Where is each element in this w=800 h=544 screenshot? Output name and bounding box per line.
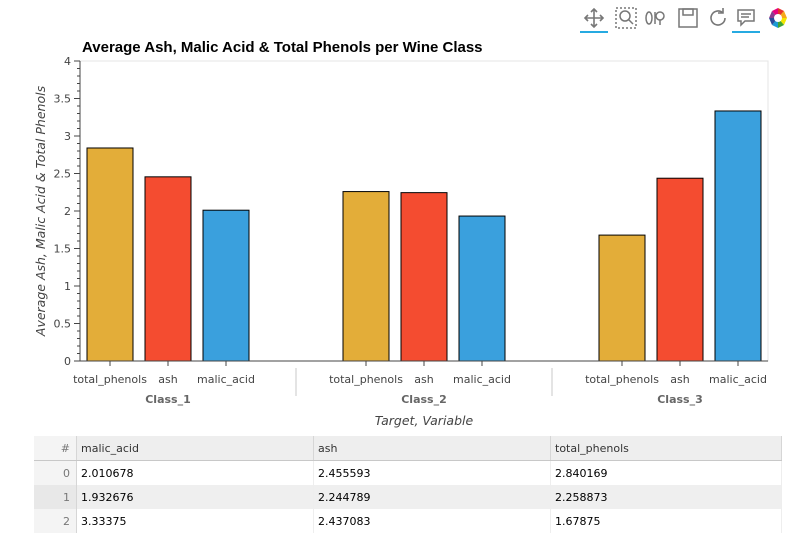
x-tick-label: ash xyxy=(670,373,689,386)
data-table: # malic_acid ash total_phenols 0 2.010678 2.4… xyxy=(34,436,782,533)
bar-total_phenols-Class_3[interactable] xyxy=(598,234,646,362)
bar-malic_acid-Class_2[interactable] xyxy=(458,215,506,362)
x-tick-label: total_phenols xyxy=(585,373,659,386)
table-row[interactable]: 1 1.932676 2.244789 2.258873 xyxy=(34,485,782,509)
row-index: 1 xyxy=(34,485,77,509)
y-tick-label: 1.5 xyxy=(54,243,72,256)
bokeh-logo-icon[interactable] xyxy=(766,6,790,30)
bar-total_phenols-Class_2[interactable] xyxy=(342,191,390,362)
wheel-zoom-icon[interactable] xyxy=(644,6,668,30)
chart-toolbar xyxy=(578,4,794,33)
x-tick-label: total_phenols xyxy=(329,373,403,386)
table-row[interactable]: 2 3.33375 2.437083 1.67875 xyxy=(34,509,782,533)
y-tick-label: 3 xyxy=(64,130,71,143)
bar-chart: Average Ash, Malic Acid & Total Phenols … xyxy=(33,39,769,428)
row-index: 2 xyxy=(34,509,77,533)
table-cell: 2.244789 xyxy=(313,485,551,509)
column-header[interactable]: total_phenols xyxy=(550,436,782,461)
table-header: # malic_acid ash total_phenols xyxy=(34,436,782,461)
bar-ash-Class_1[interactable] xyxy=(144,176,192,362)
axes-layer: total_phenols ash malic_acid Class_1 total_p… xyxy=(54,55,768,406)
column-header[interactable]: malic_acid xyxy=(76,436,314,461)
table-cell: 2.455593 xyxy=(313,460,551,485)
table-cell: 2.010678 xyxy=(76,460,314,485)
bar-ash-Class_2[interactable] xyxy=(400,192,448,362)
y-tick-label: 2.5 xyxy=(54,168,72,181)
hover-icon[interactable] xyxy=(732,6,760,33)
pan-icon[interactable] xyxy=(580,6,608,33)
table-cell: 1.67875 xyxy=(550,509,782,533)
bar-malic_acid-Class_1[interactable] xyxy=(202,209,250,362)
y-tick-label: 4 xyxy=(64,55,71,68)
table-cell: 2.437083 xyxy=(313,509,551,533)
bar-malic_acid-Class_3[interactable] xyxy=(714,110,762,362)
group-label: Class_2 xyxy=(401,393,447,406)
x-tick-label: malic_acid xyxy=(197,373,255,386)
y-tick-label: 1 xyxy=(64,280,71,293)
y-tick-label: 3.5 xyxy=(54,93,72,106)
table-body: 0 2.010678 2.455593 2.840169 1 1.932676 2.2447… xyxy=(34,460,782,533)
group-label: Class_3 xyxy=(657,393,703,406)
table-cell: 2.840169 xyxy=(550,460,782,485)
y-tick-label: 0 xyxy=(64,355,71,368)
x-tick-label: ash xyxy=(414,373,433,386)
save-icon[interactable] xyxy=(676,6,700,30)
bar-ash-Class_3[interactable] xyxy=(656,177,704,362)
chart-title: Average Ash, Malic Acid & Total Phenols … xyxy=(82,39,483,56)
x-axis-label: Target, Variable xyxy=(375,413,474,428)
y-tick-label: 0.5 xyxy=(54,318,72,331)
group-label: Class_1 xyxy=(145,393,191,406)
table-cell: 2.258873 xyxy=(550,485,782,509)
table-cell: 3.33375 xyxy=(76,509,314,533)
reset-icon[interactable] xyxy=(706,6,730,30)
row-index: 0 xyxy=(34,460,77,485)
x-tick-label: ash xyxy=(158,373,177,386)
x-tick-label: malic_acid xyxy=(453,373,511,386)
x-tick-label: total_phenols xyxy=(73,373,147,386)
column-header[interactable]: # xyxy=(34,436,77,461)
column-header[interactable]: ash xyxy=(313,436,551,461)
bar-total_phenols-Class_1[interactable] xyxy=(86,147,134,362)
bars-layer xyxy=(86,110,762,362)
table-cell: 1.932676 xyxy=(76,485,314,509)
table-row[interactable]: 0 2.010678 2.455593 2.840169 xyxy=(34,460,782,485)
box-zoom-icon[interactable] xyxy=(614,6,638,30)
y-axis-label: Average Ash, Malic Acid & Total Phenols xyxy=(33,85,48,337)
x-tick-label: malic_acid xyxy=(709,373,767,386)
y-tick-label: 2 xyxy=(64,205,71,218)
